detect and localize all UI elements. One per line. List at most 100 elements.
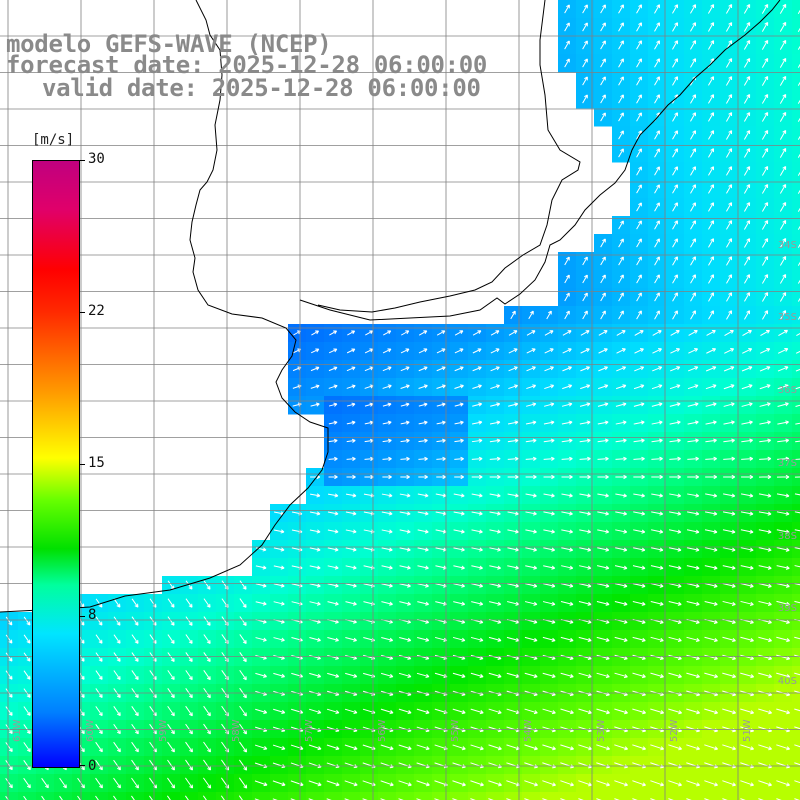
wind-arrow <box>797 27 800 32</box>
wind-arrow <box>582 40 588 50</box>
wind-arrow <box>452 636 466 642</box>
wind-arrow <box>614 672 628 679</box>
wind-arrow <box>582 4 588 14</box>
wind-arrow <box>650 601 664 606</box>
wind-arrow <box>670 330 680 336</box>
wind-arrow <box>708 184 715 194</box>
wind-arrow <box>327 547 339 552</box>
wind-cell <box>792 216 800 235</box>
wind-arrow <box>723 456 736 461</box>
wind-arrow <box>308 780 322 787</box>
wind-arrow <box>506 798 512 800</box>
wind-arrow <box>724 329 734 336</box>
wind-arrow <box>329 330 338 336</box>
wind-arrow <box>797 153 800 158</box>
wind-arrow <box>203 705 211 717</box>
wind-arrow <box>797 189 800 194</box>
wind-arrow <box>725 58 733 68</box>
wind-arrow <box>618 274 624 284</box>
wind-arrow <box>524 780 538 787</box>
wind-arrow <box>742 329 752 336</box>
wind-cell <box>792 558 800 577</box>
wind-arrow <box>59 795 63 800</box>
wind-arrow <box>507 456 519 461</box>
wind-arrow <box>794 780 800 784</box>
wind-arrow <box>470 744 484 751</box>
wind-arrow <box>113 795 117 800</box>
wind-arrow <box>436 420 446 425</box>
wind-arrow <box>761 220 769 230</box>
wind-arrow <box>543 547 556 552</box>
wind-arrow <box>794 762 800 766</box>
wind-arrow <box>794 476 800 478</box>
wind-cell <box>594 792 613 800</box>
wind-arrow <box>489 474 501 480</box>
wind-arrow <box>113 741 121 753</box>
wind-arrow <box>131 706 139 717</box>
wind-arrow <box>672 220 678 230</box>
wind-arrow <box>794 798 800 800</box>
wind-arrow <box>596 798 602 800</box>
wind-arrow <box>759 456 772 461</box>
wind-arrow <box>672 112 678 122</box>
wind-arrow <box>777 348 789 354</box>
wind-arrow <box>672 58 679 68</box>
wind-cell <box>792 324 800 343</box>
wind-arrow <box>726 202 733 212</box>
wind-arrow <box>400 384 410 389</box>
wind-arrow <box>740 529 754 534</box>
wind-arrow <box>382 420 392 425</box>
wind-arrow <box>185 741 193 753</box>
wind-arrow <box>668 780 682 787</box>
wind-arrow <box>185 598 193 608</box>
wind-arrow <box>636 76 642 86</box>
wind-arrow <box>616 366 627 372</box>
wind-arrow <box>453 529 465 534</box>
wind-vector-field <box>5 3 800 800</box>
wind-arrow <box>758 565 772 570</box>
wind-arrow <box>344 708 358 715</box>
wind-arrow <box>113 598 121 608</box>
wind-arrow <box>741 420 753 425</box>
wind-arrow <box>779 39 787 50</box>
wind-arrow <box>525 456 537 461</box>
wind-arrow <box>525 529 537 534</box>
wind-cell <box>792 54 800 73</box>
wind-arrow <box>615 438 627 443</box>
wind-arrow <box>690 310 696 320</box>
wind-arrow <box>508 348 518 354</box>
wind-arrow <box>95 616 103 626</box>
wind-arrow <box>705 474 718 480</box>
wind-arrow <box>760 348 771 354</box>
wind-arrow <box>578 672 592 679</box>
wind-arrow <box>743 4 751 14</box>
wind-arrow <box>167 616 175 626</box>
wind-arrow <box>743 166 751 176</box>
wind-arrow <box>761 130 769 140</box>
wind-arrow <box>686 744 701 751</box>
wind-arrow <box>543 420 555 425</box>
wind-arrow <box>776 529 790 534</box>
wind-arrow <box>669 420 681 425</box>
wind-arrow <box>524 744 538 751</box>
wind-arrow <box>526 366 536 372</box>
wind-arrow <box>597 493 609 498</box>
wind-arrow <box>489 493 501 498</box>
wind-arrow <box>579 529 592 534</box>
wind-arrow <box>761 112 769 122</box>
wind-arrow <box>400 420 410 425</box>
wind-arrow <box>722 672 737 679</box>
wind-arrow <box>239 634 247 645</box>
wind-arrow <box>797 279 800 284</box>
wind-arrow <box>741 384 753 390</box>
wind-arrow <box>382 384 392 389</box>
wind-arrow <box>399 583 411 588</box>
wind-arrow <box>560 744 574 751</box>
wind-arrow <box>672 40 679 50</box>
wind-arrow <box>690 22 697 32</box>
wind-arrow <box>636 220 642 230</box>
wind-arrow <box>524 636 538 642</box>
wind-arrow <box>452 708 466 715</box>
wind-arrow <box>328 402 338 407</box>
wind-arrow <box>794 529 800 532</box>
